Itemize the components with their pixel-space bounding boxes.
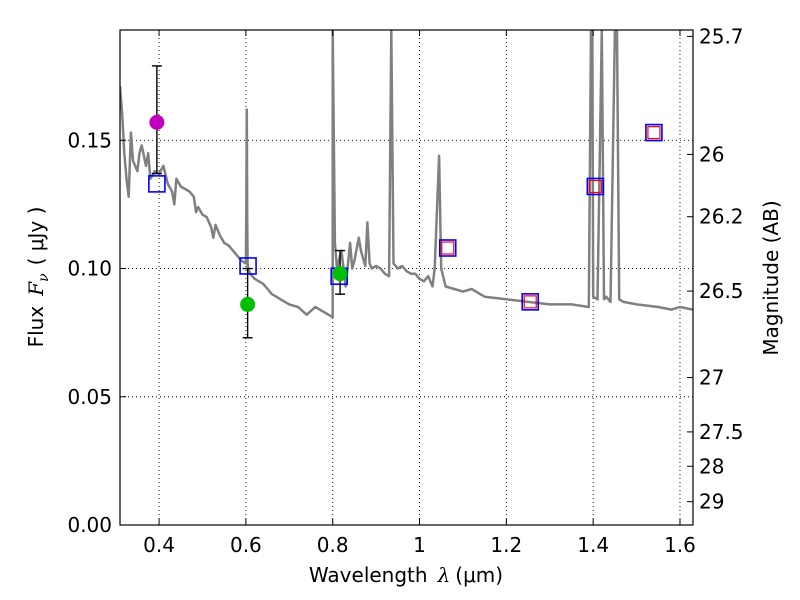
y2-tick-label: 27.5 <box>699 420 744 444</box>
y2-tick-label: 25.7 <box>699 24 744 48</box>
observed-limit-square <box>588 179 602 194</box>
y2-tick-label: 26 <box>699 142 724 166</box>
ticks: 0.4 0.6 0.8 1 1.2 1.4 1.6 0.00 0.05 0.10 0.15 25.7 2… <box>67 24 743 557</box>
y2-axis-label: Magnitude (AB) <box>759 200 783 355</box>
x-tick-label: 1 <box>413 533 426 557</box>
x-tick-label: 0.6 <box>230 533 262 557</box>
x-tick-label: 0.4 <box>143 533 175 557</box>
plot-frame <box>119 29 694 526</box>
y2-tick-label: 29 <box>699 490 724 514</box>
y-tick-label: 0.15 <box>67 128 112 152</box>
model-photometry-square <box>148 175 166 193</box>
model-photometry-square <box>586 177 605 196</box>
sed-model-line <box>120 30 693 319</box>
y-axis-label: FluxFν( μJy ) <box>24 207 52 348</box>
x-tick-label: 1.2 <box>490 533 522 557</box>
observed-limit-square <box>647 125 661 140</box>
y-tick-label: 0.05 <box>67 385 112 409</box>
y2-tick-label: 26.2 <box>699 205 744 229</box>
x-tick-label: 1.6 <box>664 533 696 557</box>
observed-point <box>149 114 165 130</box>
x-axis-label: Wavelength λ (μm) <box>309 563 503 587</box>
y2-tick-label: 28 <box>699 454 724 478</box>
x-tick-label: 1.4 <box>577 533 609 557</box>
y2-tick-label: 27 <box>699 366 724 390</box>
model-photometry-square <box>645 123 663 142</box>
observed-point <box>332 266 348 282</box>
model-photometry-square <box>521 293 540 311</box>
observed-limit-square <box>523 295 537 309</box>
y-tick-label: 0.00 <box>67 513 112 537</box>
y2-tick-label: 26.5 <box>699 279 744 303</box>
grid-lines <box>120 30 693 525</box>
observed-limit-square <box>441 241 455 255</box>
model-photometry-square <box>438 239 457 257</box>
data-layer <box>120 30 693 339</box>
y-tick-label: 0.10 <box>67 257 112 281</box>
x-tick-label: 0.8 <box>317 533 349 557</box>
observed-point <box>240 296 256 312</box>
